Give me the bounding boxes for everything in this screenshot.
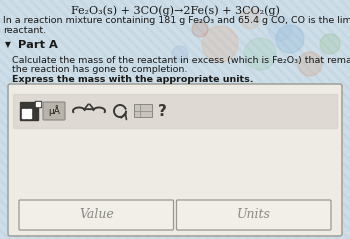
Text: Units: Units (237, 208, 271, 222)
Text: ?: ? (158, 103, 167, 119)
FancyBboxPatch shape (43, 102, 65, 120)
Circle shape (276, 25, 304, 53)
Text: In a reaction mixture containing 181 g Fe₂O₃ and 65.4 g CO, CO is the limiting: In a reaction mixture containing 181 g F… (3, 16, 350, 25)
Text: ▼: ▼ (5, 40, 11, 49)
Text: Part A: Part A (18, 40, 58, 50)
FancyBboxPatch shape (19, 200, 174, 230)
Circle shape (320, 34, 340, 54)
Bar (27, 109, 31, 113)
Text: Calculate the mass of the reactant in excess (which is Fe₂O₃) that remains after: Calculate the mass of the reactant in ex… (12, 56, 350, 65)
Circle shape (172, 46, 188, 62)
Circle shape (298, 52, 322, 76)
Circle shape (202, 26, 238, 62)
Text: the reaction has gone to completion.: the reaction has gone to completion. (12, 65, 187, 74)
Text: μÅ: μÅ (48, 106, 60, 116)
Text: Fe₂O₃(s) + 3CO(g)→2Fe(s) + 3CO₂(g): Fe₂O₃(s) + 3CO(g)→2Fe(s) + 3CO₂(g) (71, 5, 279, 16)
Bar (13, 94, 337, 128)
Bar (36, 102, 40, 106)
Bar (20, 102, 38, 120)
Bar (22, 109, 26, 113)
Circle shape (240, 9, 260, 29)
Text: reactant.: reactant. (3, 26, 46, 35)
Bar (35, 101, 41, 107)
Circle shape (268, 17, 292, 41)
Bar (134, 104, 152, 117)
Circle shape (192, 21, 208, 37)
FancyBboxPatch shape (176, 200, 331, 230)
Bar (22, 114, 26, 118)
Circle shape (244, 38, 276, 70)
FancyBboxPatch shape (8, 84, 342, 236)
Bar (27, 114, 31, 118)
Text: Value: Value (79, 208, 114, 222)
Text: Express the mass with the appropriate units.: Express the mass with the appropriate un… (12, 75, 253, 84)
